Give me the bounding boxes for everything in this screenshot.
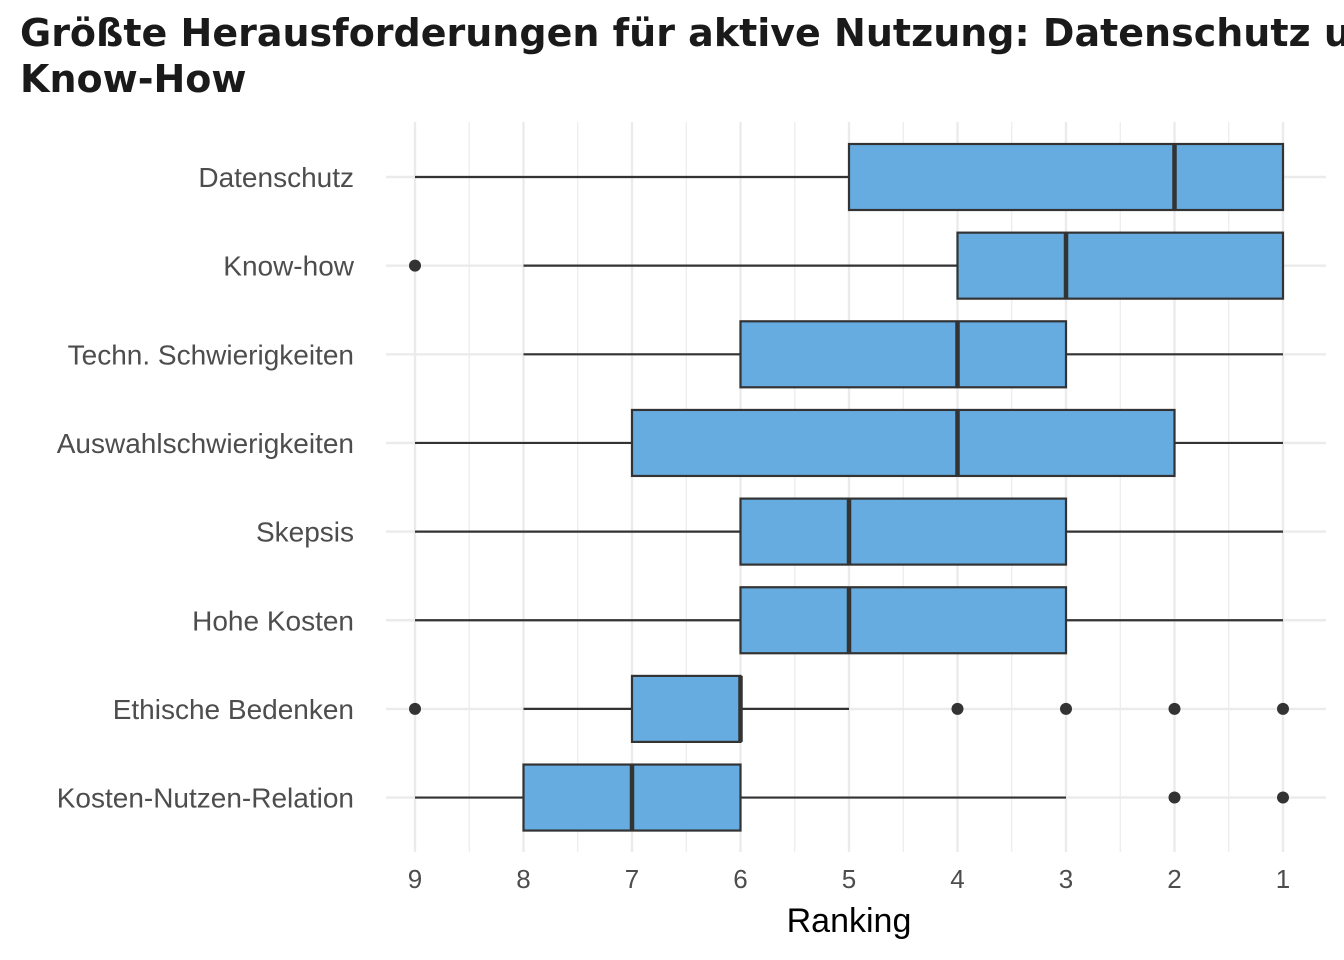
box-skepsis <box>415 497 1283 566</box>
outlier-point <box>409 702 421 715</box>
outlier-point <box>1060 702 1072 715</box>
box-rect <box>847 142 1285 212</box>
x-tick-label: 6 <box>733 864 747 894</box>
category-label: Techn. Schwierigkeiten <box>68 339 354 370</box>
box-rect <box>630 674 742 744</box>
box-kosten-nutzen-relation <box>415 763 1289 832</box>
x-tick-label: 4 <box>950 864 964 894</box>
category-label: Auswahlschwierigkeiten <box>57 428 354 459</box>
box-rect <box>739 320 1068 389</box>
x-tick-label: 7 <box>625 864 639 894</box>
category-label: Know-how <box>223 251 355 282</box>
grid-major-lines <box>386 122 1326 852</box>
outlier-point <box>1168 702 1181 715</box>
box-rect <box>630 408 1176 478</box>
box-rect <box>739 586 1068 655</box>
category-label: Kosten-Nutzen-Relation <box>57 783 354 814</box>
box-auswahlschwierigkeiten <box>415 408 1283 478</box>
box-ethische-bedenken <box>409 674 1289 744</box>
outlier-point <box>1277 702 1289 715</box>
category-axis-labels: Datenschutz Know-how Techn. Schwierigkeite… <box>57 162 355 814</box>
box-rect <box>739 497 1068 566</box>
chart-title-line-1: Größte Herausforderungen für aktive Nutz… <box>20 11 1344 55</box>
box-datenschutz <box>415 142 1285 212</box>
box-rect <box>956 231 1285 300</box>
x-tick-label: 8 <box>516 864 530 894</box>
x-tick-label: 2 <box>1167 864 1181 894</box>
category-label: Skepsis <box>256 517 354 548</box>
outlier-point <box>1277 791 1289 804</box>
box-techn-schwierigkeiten <box>523 320 1283 389</box>
x-axis-tick-labels: 9 8 7 6 5 4 3 2 1 <box>408 864 1290 894</box>
outlier-point <box>1168 791 1181 804</box>
box-know-how <box>409 231 1285 300</box>
box-hohe-kosten <box>415 586 1283 655</box>
category-label: Hohe Kosten <box>192 605 354 636</box>
chart-title: Größte Herausforderungen für aktive Nutz… <box>20 10 1344 102</box>
x-axis-title: Ranking <box>787 902 912 940</box>
outlier-point <box>951 702 964 715</box>
x-tick-label: 5 <box>842 864 856 894</box>
outlier-point <box>409 259 421 272</box>
x-tick-label: 1 <box>1276 864 1290 894</box>
x-tick-label: 9 <box>408 864 422 894</box>
box-series <box>409 142 1289 832</box>
x-tick-label: 3 <box>1059 864 1073 894</box>
category-label: Ethische Bedenken <box>113 694 354 725</box>
chart-title-line-2: Know-How <box>20 57 247 101</box>
category-label: Datenschutz <box>198 162 354 193</box>
